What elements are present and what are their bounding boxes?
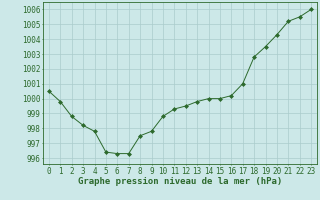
X-axis label: Graphe pression niveau de la mer (hPa): Graphe pression niveau de la mer (hPa) bbox=[78, 177, 282, 186]
